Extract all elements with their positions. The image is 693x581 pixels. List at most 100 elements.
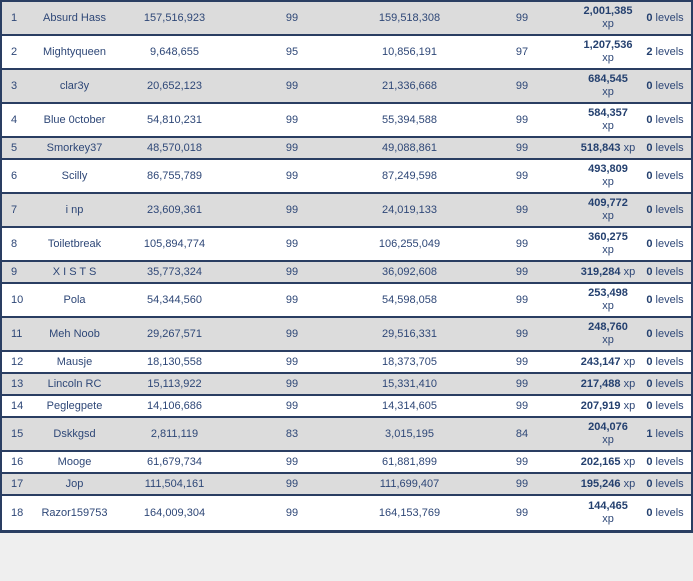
player-name: Mooge: [57, 455, 92, 468]
xp-gained-cell: 195,246 xp: [577, 478, 639, 491]
level-end-cell: 99: [515, 455, 529, 468]
levels-gained-value: 0: [646, 11, 653, 24]
player-name: Smorkey37: [46, 141, 103, 154]
xp-start-cell: 54,810,231: [146, 113, 203, 126]
table-row: 4 Blue 0ctober 54,810,231 99 55,394,588 99 584…: [2, 104, 691, 138]
rank-cell: 13: [11, 377, 24, 390]
xp-gained-value: 409,772: [588, 197, 628, 210]
levels-gained-cell: 0 levels: [639, 400, 691, 413]
level-start-cell: 99: [285, 455, 299, 468]
xp-unit-label: xp: [623, 399, 636, 412]
levels-gained-cell: 0 levels: [639, 356, 691, 369]
player-name: Absurd Hass: [43, 11, 106, 24]
level-start-cell: 99: [285, 79, 299, 92]
xp-unit-label: xp: [602, 210, 614, 222]
level-end-cell: 99: [515, 477, 529, 490]
levels-unit-label: levels: [655, 399, 684, 412]
rank-cell: 10: [11, 293, 24, 306]
player-name: i np: [65, 203, 84, 216]
level-start-cell: 99: [285, 506, 299, 519]
levels-unit-label: levels: [655, 477, 684, 490]
xp-gained-value: 204,076: [588, 421, 628, 434]
table-row: 2 Mightyqueen 9,648,655 95 10,856,191 97 1,207…: [2, 36, 691, 70]
rank-cell: 7: [11, 203, 18, 216]
levels-gained-value: 0: [646, 355, 653, 368]
levels-gained-value: 0: [646, 113, 653, 126]
levels-unit-label: levels: [655, 169, 684, 182]
xp-end-cell: 54,598,058: [381, 293, 438, 306]
levels-gained-cell: 2 levels: [639, 46, 691, 59]
player-name: Mightyqueen: [43, 45, 106, 58]
xp-end-cell: 164,153,769: [378, 506, 441, 519]
xp-gained-value: 195,246: [580, 477, 621, 490]
table-row: 17 Jop 111,504,161 99 111,699,407 99 195,246 x…: [2, 474, 691, 496]
player-name: Peglegpete: [46, 399, 103, 412]
xp-end-cell: 29,516,331: [381, 327, 438, 340]
level-end-cell: 99: [515, 293, 529, 306]
level-start-cell: 99: [285, 141, 299, 154]
rank-cell: 15: [11, 427, 24, 440]
levels-gained-value: 2: [646, 45, 653, 58]
xp-start-cell: 164,009,304: [143, 506, 206, 519]
rank-cell: 3: [11, 79, 18, 92]
xp-start-cell: 61,679,734: [146, 455, 203, 468]
levels-gained-value: 0: [646, 203, 653, 216]
player-name: Razor159753: [41, 506, 108, 519]
xp-start-cell: 157,516,923: [143, 11, 206, 24]
xp-gained-value: 2,001,385: [583, 5, 633, 18]
rank-cell: 11: [11, 327, 23, 340]
level-end-cell: 99: [515, 377, 529, 390]
xp-unit-label: xp: [602, 176, 614, 188]
level-start-cell: 99: [285, 327, 299, 340]
player-name: Pola: [63, 293, 86, 306]
player-name: Toiletbreak: [47, 237, 102, 250]
table-row: 12 Mausje 18,130,558 99 18,373,705 99 243,147 …: [2, 352, 691, 374]
table-row: 6 Scilly 86,755,789 99 87,249,598 99 493,809 xp…: [2, 160, 691, 194]
table-row: 9 X I S T S 35,773,324 99 36,092,608 99 319,28…: [2, 262, 691, 284]
levels-gained-cell: 0 levels: [639, 266, 691, 279]
rank-cell: 12: [11, 355, 24, 368]
level-start-cell: 99: [285, 237, 299, 250]
xp-start-cell: 20,652,123: [146, 79, 203, 92]
level-start-cell: 99: [285, 265, 299, 278]
xp-end-cell: 21,336,668: [381, 79, 438, 92]
xp-end-cell: 10,856,191: [381, 45, 438, 58]
level-end-cell: 97: [515, 45, 529, 58]
xp-start-cell: 14,106,686: [146, 399, 203, 412]
rank-cell: 1: [11, 11, 18, 24]
xp-gained-cell: 204,076 xp: [577, 421, 639, 446]
xp-gained-cell: 253,498 xp: [577, 287, 639, 312]
xp-start-cell: 105,894,774: [143, 237, 206, 250]
rank-cell: 2: [11, 45, 18, 58]
player-name: Jop: [65, 477, 84, 490]
xp-gained-cell: 207,919 xp: [577, 400, 639, 413]
xp-gained-cell: 202,165 xp: [577, 456, 639, 469]
level-end-cell: 99: [515, 113, 529, 126]
levels-gained-cell: 0 levels: [639, 456, 691, 469]
levels-gained-value: 0: [646, 237, 653, 250]
xp-end-cell: 36,092,608: [381, 265, 438, 278]
leaderboard-table: 1 Absurd Hass 157,516,923 99 159,518,308 99 2,…: [0, 0, 693, 533]
levels-gained-cell: 0 levels: [639, 238, 691, 251]
xp-start-cell: 29,267,571: [146, 327, 203, 340]
levels-unit-label: levels: [655, 203, 684, 216]
levels-gained-value: 1: [646, 427, 653, 440]
xp-start-cell: 111,504,161: [144, 477, 205, 490]
xp-gained-cell: 1,207,536 xp: [577, 39, 639, 64]
xp-gained-value: 684,545: [588, 73, 628, 86]
rank-cell: 18: [11, 506, 24, 519]
rank-cell: 16: [11, 455, 24, 468]
xp-unit-label: xp: [623, 355, 636, 368]
xp-unit-label: xp: [623, 455, 636, 468]
levels-gained-value: 0: [646, 293, 653, 306]
player-name: Lincoln RC: [47, 377, 102, 390]
xp-end-cell: 87,249,598: [381, 169, 438, 182]
xp-gained-cell: 2,001,385 xp: [577, 5, 639, 30]
xp-gained-cell: 409,772 xp: [577, 197, 639, 222]
levels-gained-cell: 0 levels: [639, 378, 691, 391]
levels-gained-cell: 0 levels: [639, 294, 691, 307]
level-end-cell: 84: [515, 427, 529, 440]
table-row: 18 Razor159753 164,009,304 99 164,153,769 99 1…: [2, 496, 691, 530]
xp-unit-label: xp: [602, 513, 614, 525]
